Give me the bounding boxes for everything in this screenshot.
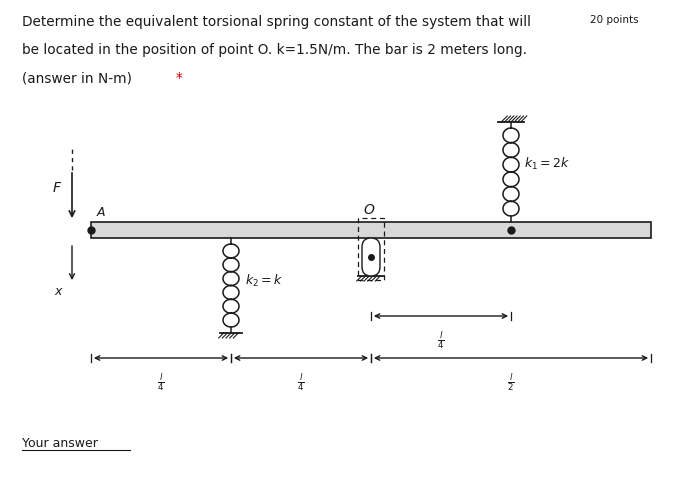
- Text: $A$: $A$: [96, 206, 106, 219]
- Text: $k_2 = k$: $k_2 = k$: [245, 272, 284, 289]
- Text: (answer in N-m): (answer in N-m): [22, 71, 132, 85]
- FancyBboxPatch shape: [362, 238, 380, 276]
- Text: 20 points: 20 points: [590, 15, 638, 25]
- Text: $F$: $F$: [52, 181, 62, 195]
- Text: $x$: $x$: [54, 285, 64, 298]
- Text: $\frac{l}{4}$: $\frac{l}{4}$: [298, 372, 304, 393]
- Text: $k_1 = 2k$: $k_1 = 2k$: [524, 156, 570, 172]
- Bar: [358, 218, 384, 280]
- Bar: [91, 222, 651, 238]
- Text: $O$: $O$: [363, 203, 375, 217]
- Text: $\frac{l}{4}$: $\frac{l}{4}$: [158, 372, 164, 393]
- Text: Determine the equivalent torsional spring constant of the system that will: Determine the equivalent torsional sprin…: [22, 15, 531, 29]
- Text: *: *: [176, 71, 183, 85]
- Text: Your answer: Your answer: [22, 437, 98, 450]
- Text: be located in the position of point O. k=1.5N/m. The bar is 2 meters long.: be located in the position of point O. k…: [22, 43, 527, 57]
- Text: $\frac{l}{2}$: $\frac{l}{2}$: [508, 372, 514, 393]
- Text: $\frac{l}{4}$: $\frac{l}{4}$: [438, 330, 444, 351]
